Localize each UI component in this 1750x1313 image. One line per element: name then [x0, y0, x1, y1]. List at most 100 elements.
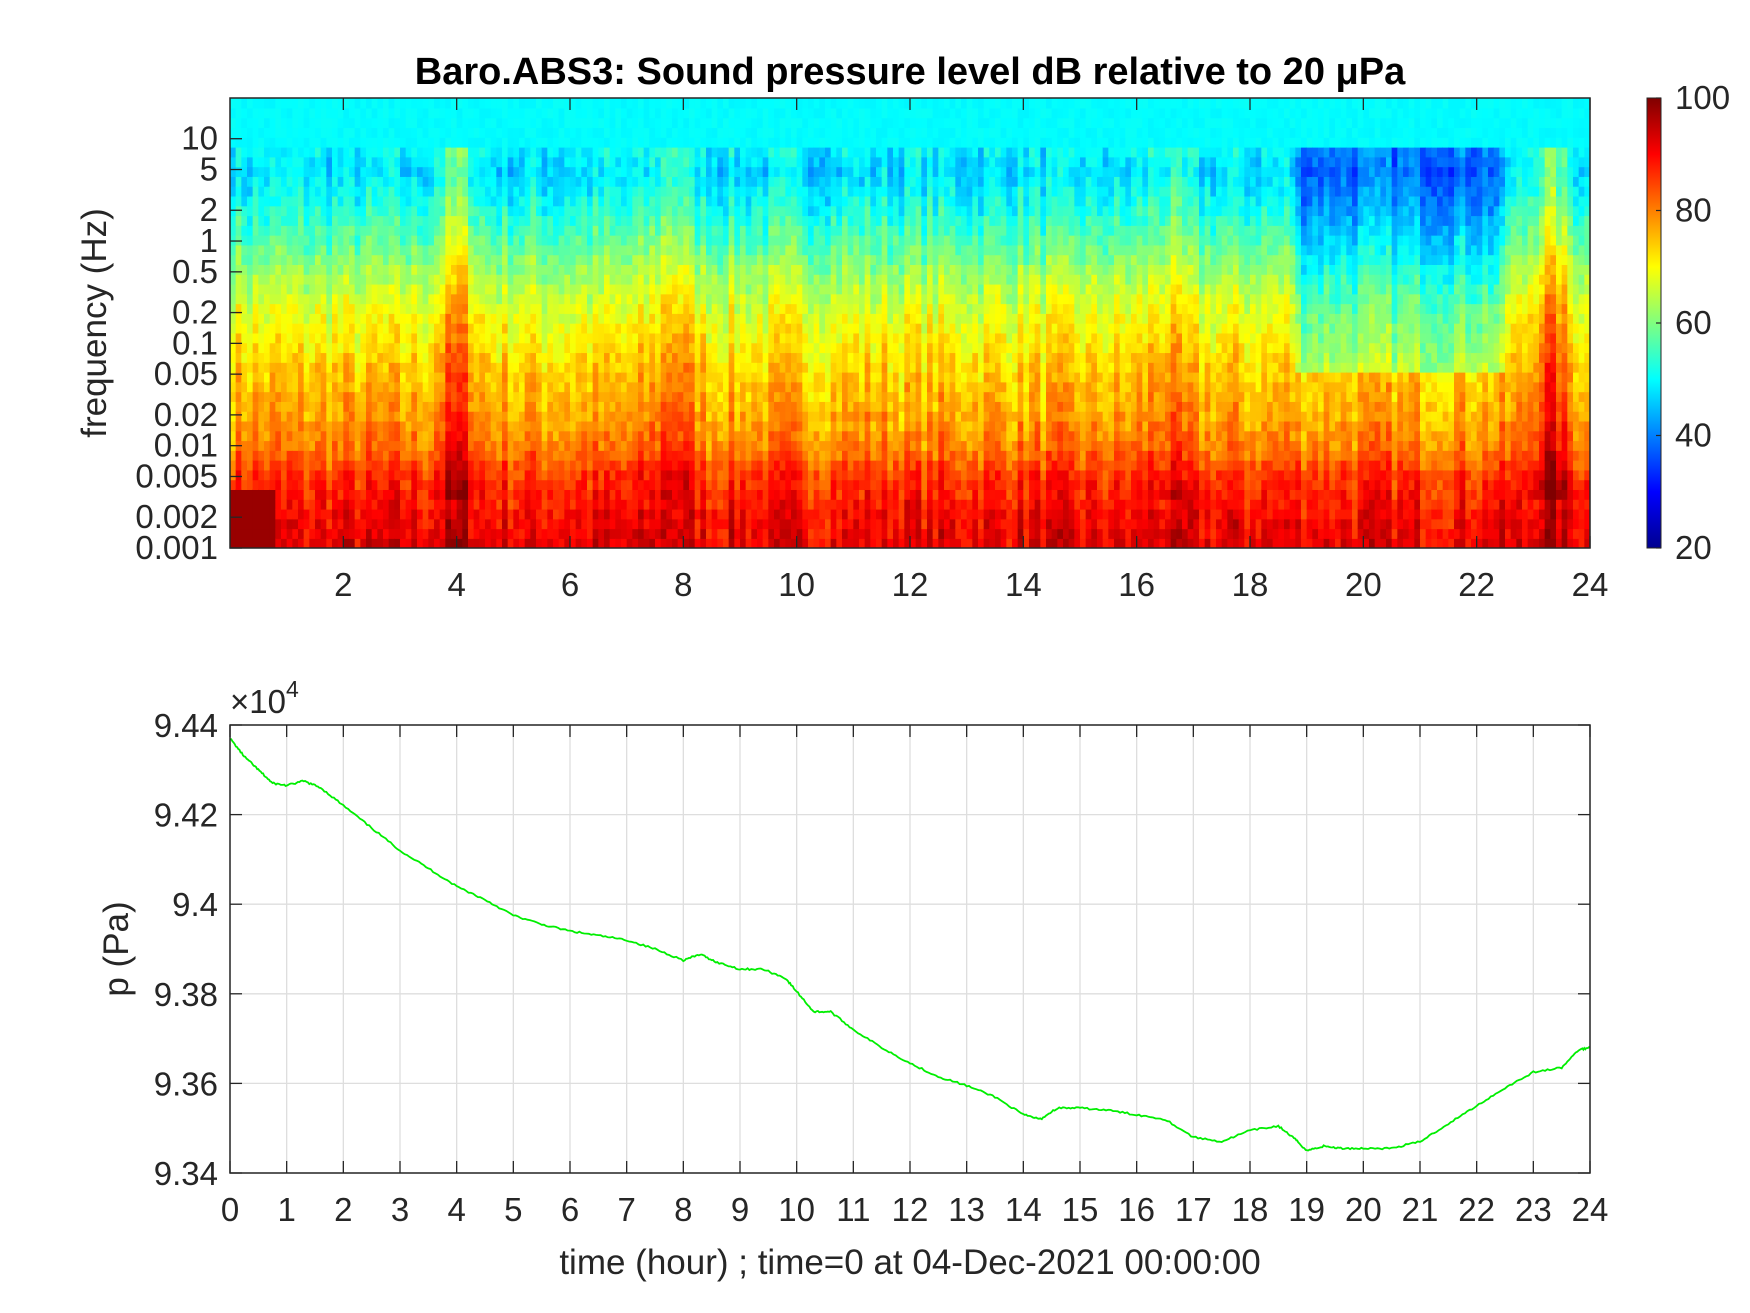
- spectrogram-cell: [779, 313, 787, 324]
- spectrogram-cell: [275, 411, 282, 422]
- spectrogram-cell: [462, 117, 469, 129]
- spectrogram-cell: [643, 479, 651, 490]
- spectrogram-cell: [315, 440, 322, 451]
- spectrogram-cell: [842, 342, 849, 354]
- spectrogram-cell: [666, 342, 673, 354]
- spectrogram-cell: [796, 430, 804, 442]
- spectrogram-cell: [558, 420, 566, 432]
- spectrogram-cell: [570, 254, 577, 265]
- spectrogram-cell: [388, 98, 396, 109]
- spectrogram-cell: [411, 352, 418, 363]
- spectrogram-cell: [405, 411, 413, 422]
- spectrogram-cell: [298, 117, 305, 129]
- spectrogram-cell: [621, 323, 628, 334]
- spectrogram-cell: [598, 440, 605, 451]
- spectrogram-cell: [785, 371, 792, 383]
- spectrogram-cell: [422, 274, 430, 285]
- spectrogram-cell: [575, 479, 583, 490]
- spectrogram-cell: [626, 283, 634, 295]
- spectrogram-cell: [315, 352, 322, 363]
- spectrogram-cell: [626, 430, 634, 442]
- spectrogram-cell: [655, 107, 662, 119]
- spectrogram-cell: [269, 401, 277, 412]
- spectrogram-cell: [655, 479, 662, 490]
- spectrogram-cell: [694, 371, 702, 383]
- spectrogram-cell: [592, 508, 600, 520]
- spectrogram-cell: [490, 518, 498, 530]
- spectrogram-cell: [507, 391, 515, 402]
- spectrogram-cell: [303, 352, 311, 363]
- spectrogram-cell: [519, 137, 526, 148]
- spectrogram-cell: [762, 518, 770, 530]
- spectrogram-cell: [819, 352, 826, 363]
- spectrogram-cell: [604, 264, 611, 275]
- spectrogram-cell: [434, 98, 441, 109]
- spectrogram-cell: [643, 234, 651, 246]
- spectrogram-cell: [683, 176, 690, 187]
- spectrogram-cell: [689, 186, 696, 197]
- spectrogram-cell: [666, 508, 673, 520]
- spectrogram-cell: [570, 98, 577, 109]
- spectrogram-cell: [711, 186, 719, 197]
- spectrogram-cell: [326, 323, 333, 334]
- spectrogram-cell: [728, 117, 736, 129]
- spectrogram-cell: [235, 117, 243, 129]
- spectrogram-cell: [825, 98, 832, 109]
- spectrogram-cell: [332, 146, 339, 158]
- spectrogram-cell: [281, 283, 288, 295]
- spectrogram-cell: [604, 459, 611, 471]
- spectrogram-cell: [751, 479, 758, 490]
- spectrogram-cell: [819, 166, 826, 177]
- spectrogram-cell: [371, 323, 379, 334]
- spectrogram-cell: [570, 371, 577, 383]
- spectrogram-cell: [768, 362, 775, 373]
- spectrogram-cell: [740, 293, 747, 305]
- spectrogram-cell: [303, 440, 311, 451]
- spectrogram-cell: [354, 234, 362, 246]
- spectrogram-cell: [281, 234, 288, 246]
- spectrogram-cell: [581, 283, 588, 295]
- spectrogram-cell: [672, 420, 679, 432]
- spectrogram-cell: [252, 274, 260, 285]
- spectrogram-cell: [434, 332, 441, 344]
- spectrogram-cell: [394, 323, 401, 334]
- spectrogram-cell: [343, 381, 350, 393]
- spectrogram-cell: [456, 313, 464, 324]
- spectrogram-cell: [774, 225, 781, 236]
- spectrogram-cell: [434, 440, 441, 451]
- spectrogram-cell: [490, 107, 498, 119]
- spectrogram-cell: [632, 450, 639, 461]
- spectrogram-cell: [757, 293, 764, 305]
- spectrogram-cell: [830, 538, 838, 548]
- spectrogram-cell: [536, 98, 543, 109]
- spectrogram-cell: [779, 342, 787, 354]
- spectrogram-cell: [575, 440, 583, 451]
- spectrogram-cell: [734, 127, 741, 138]
- spectrogram-cell: [570, 352, 577, 363]
- spectrogram-cell: [235, 518, 243, 530]
- spectrogram-cell: [445, 98, 452, 109]
- spectrogram-cell: [564, 156, 571, 168]
- spectrogram-cell: [519, 186, 526, 197]
- spectrogram-cell: [298, 293, 305, 305]
- spectrogram-cell: [598, 313, 605, 324]
- spectrogram-cell: [320, 195, 328, 207]
- spectrogram-cell: [286, 225, 294, 236]
- spectrogram-cell: [536, 274, 543, 285]
- spectrogram-cell: [694, 411, 702, 422]
- spectrogram-cell: [490, 538, 498, 548]
- spectrogram-cell: [728, 381, 736, 393]
- spectrogram-cell: [513, 98, 520, 109]
- spectrogram-cell: [507, 362, 515, 373]
- spectrogram-cell: [451, 371, 458, 383]
- spectrogram-cell: [728, 401, 736, 412]
- spectrogram-cell: [700, 146, 707, 158]
- spectrogram-cell: [740, 381, 747, 393]
- spectrogram-cell: [343, 332, 350, 344]
- spectrogram-cell: [309, 244, 316, 256]
- spectrogram-cell: [802, 352, 809, 363]
- spectrogram-cell: [354, 469, 362, 481]
- spectrogram-cell: [723, 186, 730, 197]
- spectrogram-cell: [655, 254, 662, 265]
- spectrogram-cell: [666, 303, 673, 314]
